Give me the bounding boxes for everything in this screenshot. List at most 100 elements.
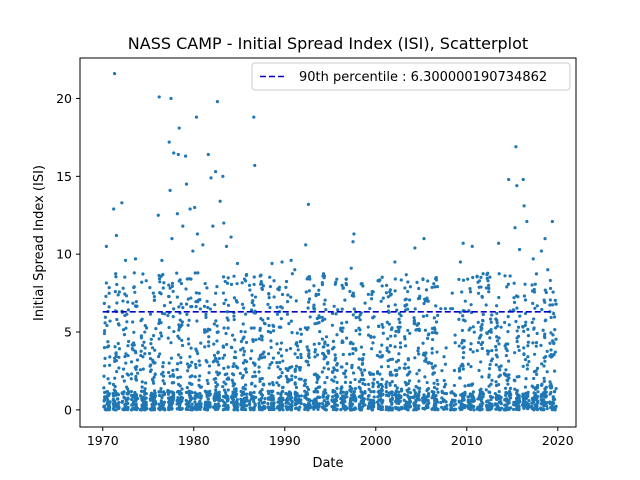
data-point xyxy=(540,362,544,366)
data-point xyxy=(117,347,122,351)
data-point xyxy=(241,361,246,365)
data-point xyxy=(506,330,510,334)
data-point xyxy=(160,258,164,263)
data-point xyxy=(532,391,536,395)
data-point xyxy=(251,374,255,379)
data-point xyxy=(171,368,175,372)
data-point xyxy=(288,407,292,411)
data-point xyxy=(151,403,155,407)
data-point xyxy=(322,391,326,395)
data-point xyxy=(112,71,117,76)
data-point xyxy=(488,336,492,340)
data-point xyxy=(481,312,485,317)
data-point xyxy=(176,396,180,400)
data-point xyxy=(294,299,298,303)
data-point xyxy=(216,350,220,354)
data-point xyxy=(468,347,473,352)
data-point xyxy=(250,301,254,305)
data-point xyxy=(184,287,188,291)
data-point xyxy=(175,212,179,216)
data-point xyxy=(188,375,192,379)
data-point xyxy=(224,298,228,302)
data-point xyxy=(450,291,454,295)
data-point xyxy=(272,324,276,329)
data-point xyxy=(249,382,254,386)
data-point xyxy=(412,388,416,392)
data-point xyxy=(335,333,339,337)
data-point xyxy=(276,287,280,291)
data-point xyxy=(134,300,138,304)
data-point xyxy=(129,372,134,376)
data-point xyxy=(308,277,312,281)
data-point xyxy=(289,404,294,408)
data-point xyxy=(503,344,507,348)
data-point xyxy=(315,353,320,357)
data-point xyxy=(378,399,382,403)
data-point xyxy=(152,294,157,299)
data-point xyxy=(554,337,558,341)
data-point xyxy=(149,363,153,367)
data-point xyxy=(344,277,348,281)
data-point xyxy=(213,356,218,360)
data-point xyxy=(522,329,526,333)
data-point xyxy=(161,393,165,397)
data-point xyxy=(517,348,521,353)
data-point xyxy=(177,326,182,330)
data-point xyxy=(260,408,264,412)
data-point xyxy=(345,362,349,366)
data-point xyxy=(152,389,157,393)
data-point xyxy=(242,349,246,353)
data-point xyxy=(163,312,167,316)
data-point xyxy=(116,322,121,326)
data-point xyxy=(253,295,258,299)
data-point xyxy=(470,244,474,248)
data-point xyxy=(523,298,528,302)
data-point xyxy=(132,330,136,334)
data-point xyxy=(369,297,374,301)
data-point xyxy=(243,358,247,363)
data-point xyxy=(307,289,311,293)
data-point xyxy=(180,398,184,402)
data-point xyxy=(156,354,161,359)
data-point xyxy=(295,399,299,403)
data-point xyxy=(168,300,172,305)
data-point xyxy=(480,375,484,379)
data-point xyxy=(302,383,306,388)
data-point xyxy=(268,306,272,310)
data-point xyxy=(417,390,421,394)
data-point xyxy=(521,364,525,368)
data-point xyxy=(379,299,383,303)
data-point xyxy=(366,325,370,329)
data-point xyxy=(111,394,116,398)
data-point xyxy=(102,331,107,336)
data-point xyxy=(442,385,446,389)
data-point xyxy=(488,394,493,398)
data-point xyxy=(134,378,139,382)
data-point xyxy=(335,363,339,367)
data-point xyxy=(225,310,230,314)
data-point xyxy=(353,377,357,382)
data-point xyxy=(285,398,289,402)
data-point xyxy=(359,400,363,405)
data-point xyxy=(406,280,410,284)
data-point xyxy=(267,382,272,386)
data-point xyxy=(196,298,201,302)
data-point xyxy=(526,334,531,338)
data-point xyxy=(286,401,290,405)
data-point xyxy=(348,352,352,356)
data-point xyxy=(186,323,190,327)
data-point xyxy=(185,277,189,281)
data-point xyxy=(157,273,161,278)
data-point xyxy=(221,344,225,348)
data-point xyxy=(488,408,492,412)
data-point xyxy=(121,299,125,303)
data-point xyxy=(108,363,112,367)
data-point xyxy=(113,359,117,363)
data-point xyxy=(545,370,549,374)
data-point xyxy=(216,360,220,364)
x-axis: 1970 1980 1990 2000 2010 2020 xyxy=(87,427,574,448)
data-point xyxy=(186,337,190,341)
data-point xyxy=(335,395,339,399)
data-point xyxy=(552,341,556,346)
